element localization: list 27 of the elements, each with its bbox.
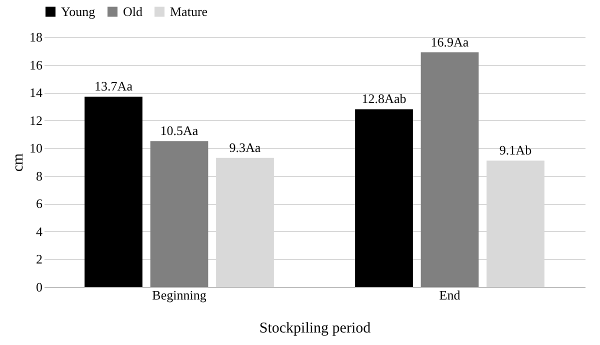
bar — [420, 52, 479, 287]
bar — [84, 96, 142, 287]
y-tick-label: 16 — [30, 57, 43, 72]
y-tick-label: 18 — [30, 30, 42, 44]
x-tick-label: End — [439, 288, 461, 302]
data-label: 9.3Aa — [229, 140, 261, 155]
y-tick-label: 6 — [36, 196, 43, 212]
y-tick-label: 8 — [36, 168, 42, 184]
y-tick-label: 2 — [36, 252, 42, 267]
data-label: 10.5Aa — [160, 123, 198, 138]
y-tick-label: 0 — [36, 280, 42, 294]
legend-label: Young — [61, 4, 96, 19]
data-label: 13.7Aa — [94, 78, 133, 94]
y-tick-label: 14 — [30, 85, 43, 100]
x-tick-label: Beginning — [152, 288, 207, 302]
y-tick-label: 4 — [36, 224, 43, 239]
y-tick-label: 12 — [30, 112, 42, 128]
legend-label: Mature — [170, 4, 208, 19]
y-axis-title: cm — [10, 153, 26, 172]
data-label: 9.1Ab — [499, 142, 532, 158]
x-axis-title: Stockpiling period — [259, 320, 372, 336]
bar — [355, 109, 413, 287]
bar — [150, 141, 208, 287]
y-tick-label: 10 — [30, 140, 42, 156]
data-label: 12.8Aab — [362, 91, 406, 106]
data-label: 16.9Aa — [430, 34, 469, 50]
legend-label: Old — [123, 4, 143, 19]
